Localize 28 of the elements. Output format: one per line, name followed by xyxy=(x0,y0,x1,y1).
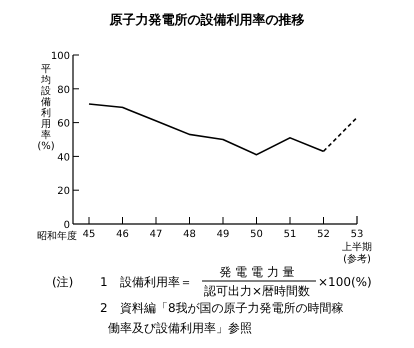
text: 2 xyxy=(100,301,108,315)
text: 発 電 電 力 量 xyxy=(219,265,295,279)
y-tick-label: 60 xyxy=(57,118,70,130)
x-tick-label: 48 xyxy=(183,229,196,240)
text: 1 xyxy=(100,275,108,289)
x-tick-label: 50 xyxy=(250,229,263,240)
y-tick-label: 80 xyxy=(57,84,70,96)
y-tick-label: 0 xyxy=(64,220,70,231)
text: 上半期 xyxy=(342,241,372,253)
text: 認可出力×暦時間数 xyxy=(204,284,310,298)
x-axis-title: 昭和年度 xyxy=(37,230,77,242)
x-tick-label: 45 xyxy=(82,229,96,240)
x-tick-label: 53 xyxy=(350,229,364,240)
x-tick-label: 46 xyxy=(116,229,129,240)
x-tick-label: 52 xyxy=(317,229,330,240)
text: ×100(%) xyxy=(318,275,372,289)
text: 資料編「8我が国の原子力発電所の時間稼働率及び設備利用率」参照 xyxy=(108,301,344,335)
x-tick-label: 47 xyxy=(150,229,162,240)
chart-title: 原子力発電所の設備利用率の推移 xyxy=(108,12,304,28)
x-tick-label: 49 xyxy=(216,229,230,240)
x-tick-label: 51 xyxy=(284,229,296,240)
y-axis-title: 平均設備利用率(%) xyxy=(37,64,55,152)
text: (参考) xyxy=(343,253,371,265)
text: (注) xyxy=(52,275,74,289)
y-tick-label: 20 xyxy=(57,186,70,198)
text: 設備利用率＝ xyxy=(120,275,192,289)
y-tick-label: 40 xyxy=(57,152,70,164)
y-tick-label: 100 xyxy=(50,51,70,62)
